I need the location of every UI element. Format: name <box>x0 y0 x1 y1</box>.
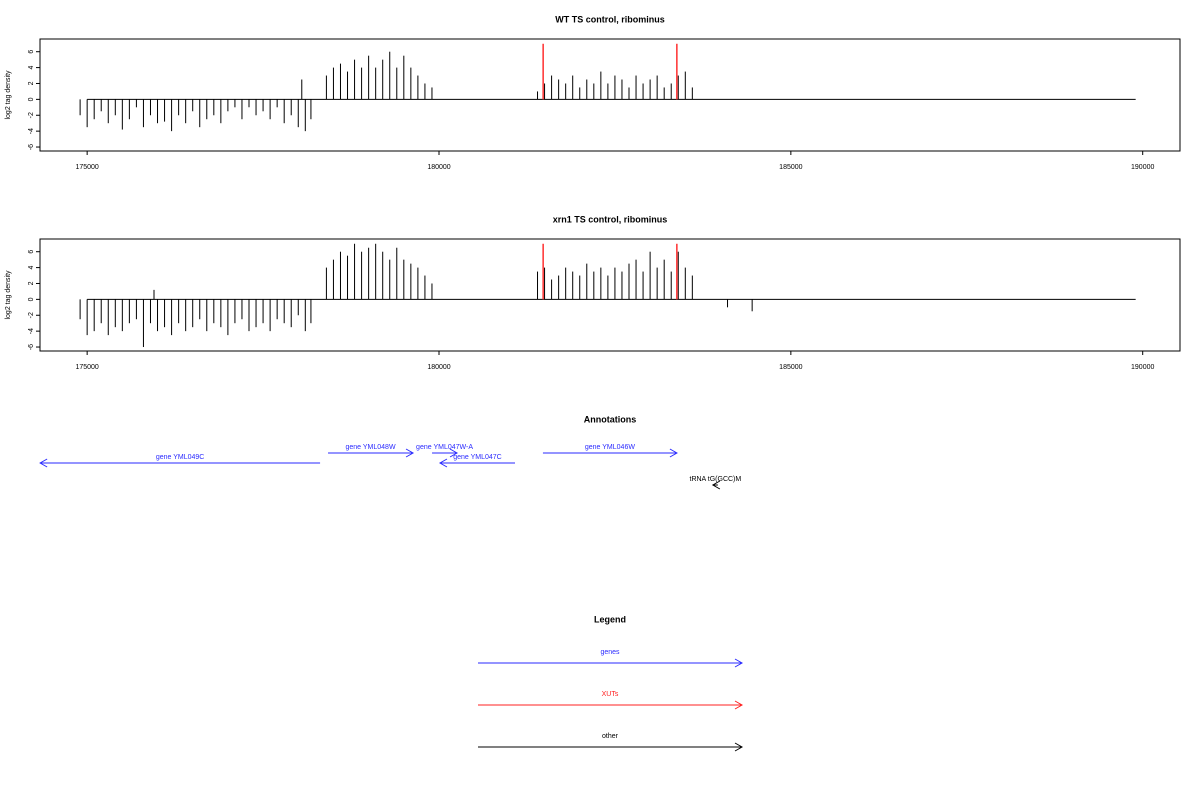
legend-label: XUTs <box>602 691 619 698</box>
y-tick-label: -6 <box>28 144 35 150</box>
y-tick-label: 0 <box>28 97 35 101</box>
feature-arrowhead <box>405 448 415 458</box>
y-axis-label: log2 tag density <box>5 270 12 320</box>
feature-label: gene YML047W-A <box>416 444 473 451</box>
y-tick-label: 4 <box>28 266 35 270</box>
y-tick-label: -6 <box>28 344 35 350</box>
y-axis-label: log2 tag density <box>5 70 12 120</box>
y-tick-label: 4 <box>28 66 35 70</box>
y-tick-label: -2 <box>28 312 35 318</box>
x-tick-label: 175000 <box>75 364 98 371</box>
legend-arrowhead <box>734 700 744 710</box>
feature-label: gene YML049C <box>156 454 205 461</box>
x-tick-label: 190000 <box>1131 164 1154 171</box>
plot-frame <box>39 238 1181 352</box>
legend-arrowhead <box>734 658 744 668</box>
feature-arrowhead <box>438 458 448 468</box>
chart-title: WT TS control, ribominus <box>555 14 665 24</box>
feature-label: tRNA tG(GCC)M <box>690 476 742 483</box>
x-tick-label: 180000 <box>427 164 450 171</box>
feature-arrowhead <box>39 458 48 468</box>
y-tick-label: -4 <box>28 128 35 134</box>
y-tick-label: 6 <box>28 250 35 254</box>
y-tick-label: 2 <box>28 281 35 285</box>
y-tick-label: -2 <box>28 112 35 118</box>
feature-label: gene YML046W <box>585 444 635 451</box>
plot-frame <box>39 38 1181 152</box>
legend-arrowhead <box>734 742 744 752</box>
feature-arrowhead <box>669 448 678 458</box>
feature-arrowhead <box>711 480 721 490</box>
legend-label: genes <box>600 649 620 656</box>
y-tick-label: -4 <box>28 328 35 334</box>
feature-arrowhead <box>449 448 459 458</box>
annotations-title: Annotations <box>584 414 637 424</box>
legend-title: Legend <box>594 614 626 624</box>
x-tick-label: 180000 <box>427 364 450 371</box>
x-tick-label: 175000 <box>75 164 98 171</box>
y-tick-label: 0 <box>28 297 35 301</box>
chart-title: xrn1 TS control, ribominus <box>553 214 668 224</box>
feature-label: gene YML047C <box>453 454 502 461</box>
x-tick-label: 185000 <box>779 164 802 171</box>
x-tick-label: 185000 <box>779 364 802 371</box>
x-tick-label: 190000 <box>1131 364 1154 371</box>
legend-label: other <box>602 733 619 740</box>
y-tick-label: 6 <box>28 50 35 54</box>
feature-label: gene YML048W <box>345 444 395 451</box>
y-tick-label: 2 <box>28 81 35 85</box>
